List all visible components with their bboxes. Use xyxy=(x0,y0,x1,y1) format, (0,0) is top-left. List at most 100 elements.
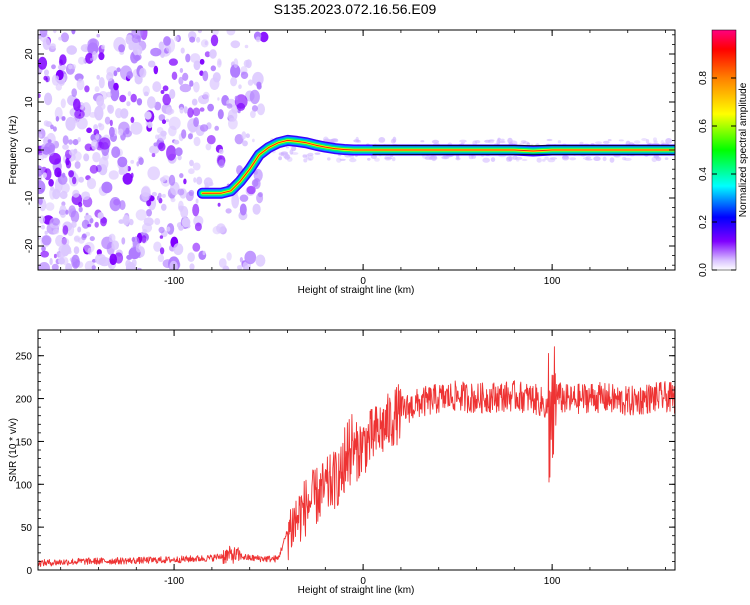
noise-blob xyxy=(256,192,264,204)
noise-blob xyxy=(162,93,171,106)
noise-blob xyxy=(157,192,162,199)
noise-blob xyxy=(118,168,125,176)
noise-blob xyxy=(52,228,60,235)
noise-blob xyxy=(166,226,171,232)
noise-blob xyxy=(251,105,258,112)
noise-blob xyxy=(247,79,254,86)
noise-blob xyxy=(252,203,261,215)
noise-blob xyxy=(59,251,66,259)
spectrogram-y-ticks: -20 -10 0 10 20 xyxy=(24,34,675,266)
noise-blob xyxy=(206,135,216,145)
noise-blob xyxy=(192,242,201,252)
noise-blob xyxy=(109,126,115,138)
noise-blob xyxy=(127,91,132,97)
noise-blob xyxy=(54,167,62,178)
noise-blob xyxy=(65,160,72,169)
noise-blob xyxy=(157,254,165,263)
colorbar-gradient xyxy=(711,29,737,271)
noise-blob xyxy=(189,36,196,43)
noise-blob xyxy=(323,136,329,143)
noise-blob xyxy=(72,139,79,146)
noise-blob xyxy=(68,139,73,145)
noise-blob xyxy=(92,152,101,163)
snr-line-layer xyxy=(38,346,675,567)
noise-blob xyxy=(283,152,289,159)
noise-blob xyxy=(111,146,121,158)
noise-blob xyxy=(51,64,56,70)
noise-blob xyxy=(100,216,107,227)
noise-blob xyxy=(153,142,158,147)
noise-blob xyxy=(189,159,194,167)
x-tick-label: -100 xyxy=(164,576,184,587)
noise-blob xyxy=(161,203,167,211)
noise-blob xyxy=(126,254,133,260)
noise-blob xyxy=(38,165,44,177)
noise-blob xyxy=(199,58,205,65)
colorbar-tick-label: 0.6 xyxy=(698,119,709,133)
noise-blob xyxy=(89,217,94,224)
snr-y-ticks: 0 50 100 150 200 250 xyxy=(15,338,675,577)
noise-blob xyxy=(569,157,577,161)
noise-blob xyxy=(336,157,342,163)
noise-blob xyxy=(169,89,176,99)
noise-blob xyxy=(641,138,647,141)
noise-blob xyxy=(664,157,669,161)
noise-blob xyxy=(349,155,355,159)
noise-blob xyxy=(51,218,60,226)
noise-blob xyxy=(142,229,148,234)
noise-blob xyxy=(86,127,92,134)
noise-blob xyxy=(44,92,53,106)
noise-blob xyxy=(165,106,173,116)
noise-blob xyxy=(653,140,658,144)
noise-blob xyxy=(429,156,436,159)
noise-blob xyxy=(226,252,232,261)
noise-blob xyxy=(68,205,76,218)
noise-blob xyxy=(202,91,210,100)
noise-blob xyxy=(97,122,102,128)
noise-blob xyxy=(74,236,80,242)
noise-blob xyxy=(132,44,143,57)
noise-blob xyxy=(130,121,143,135)
noise-blob xyxy=(193,117,200,128)
noise-blob xyxy=(230,64,241,78)
noise-blob xyxy=(178,225,184,231)
noise-blob xyxy=(118,128,124,136)
noise-blob xyxy=(308,154,314,161)
noise-blob xyxy=(134,54,141,62)
noise-blob xyxy=(118,219,124,224)
noise-blob xyxy=(490,157,496,163)
noise-blob xyxy=(89,236,95,242)
noise-blob xyxy=(41,246,46,252)
noise-blob xyxy=(245,133,250,138)
colorbar-tick-label: 0.4 xyxy=(698,167,709,181)
noise-blob xyxy=(193,177,197,183)
noise-blob xyxy=(153,65,159,75)
noise-blob xyxy=(183,106,188,114)
noise-blob xyxy=(181,129,187,139)
y-tick-label: 0 xyxy=(24,147,35,153)
noise-blob xyxy=(130,116,135,123)
noise-blob xyxy=(193,136,201,147)
noise-blob xyxy=(607,139,612,142)
noise-blob xyxy=(542,158,546,162)
noise-blob xyxy=(546,138,553,142)
noise-blob xyxy=(60,32,69,43)
x-tick-label: 100 xyxy=(544,276,561,287)
spectrogram-x-ticks: -100 0 100 xyxy=(60,30,666,287)
colorbar-label: Normalized spectral amplitude xyxy=(738,82,749,217)
noise-blob xyxy=(593,156,601,161)
noise-blob xyxy=(474,140,481,144)
noise-blob xyxy=(77,226,82,233)
noise-blob xyxy=(349,158,357,163)
noise-blob xyxy=(217,109,224,120)
noise-blob xyxy=(130,172,134,179)
noise-blob xyxy=(74,109,85,119)
noise-blob xyxy=(205,143,212,151)
noise-blob xyxy=(230,76,238,87)
noise-blob xyxy=(246,185,256,195)
y-tick-label: 10 xyxy=(24,96,35,108)
noise-blob xyxy=(197,30,202,34)
noise-blob xyxy=(53,30,57,34)
noise-blob xyxy=(113,70,118,77)
noise-blob xyxy=(234,95,239,101)
